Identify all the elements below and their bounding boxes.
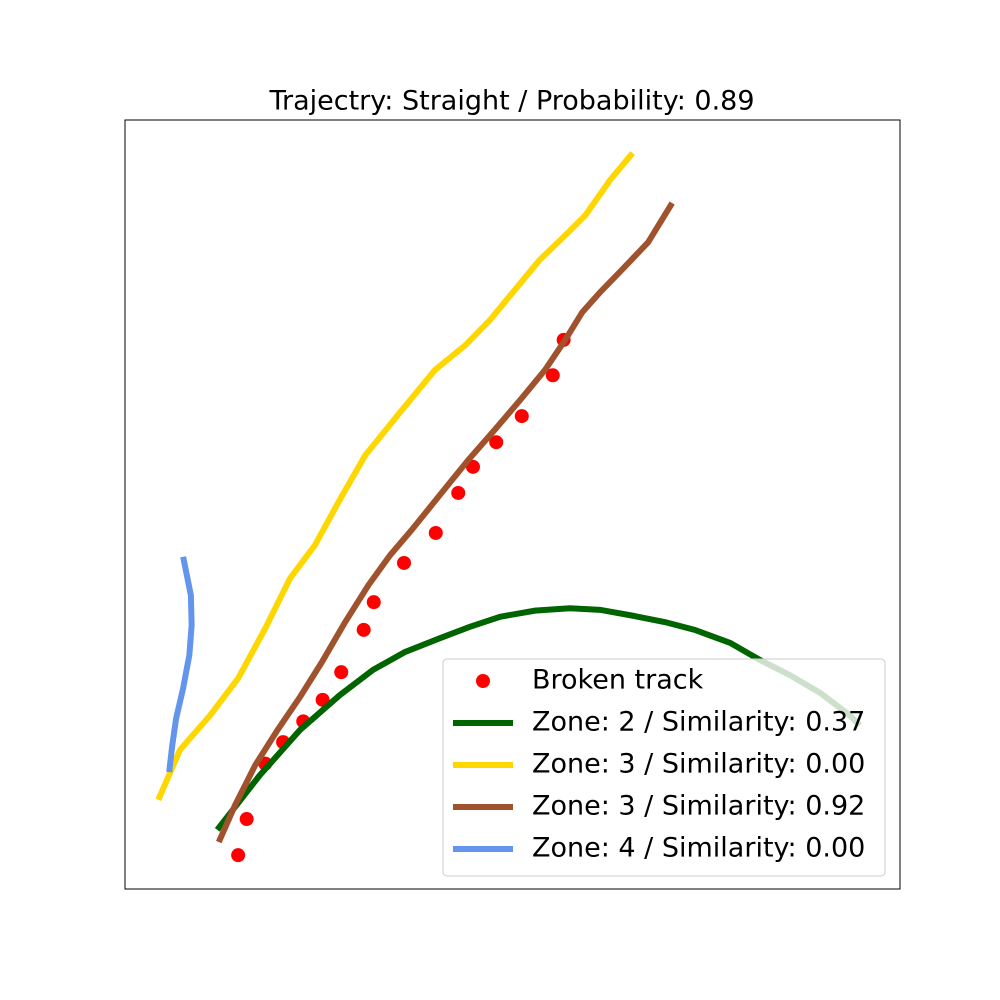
legend-label: Zone: 3 / Similarity: 0.00 [532, 749, 865, 780]
legend-label: Broken track [532, 665, 704, 696]
legend: Broken track Zone: 2 / Similarity: 0.37 Zo… [442, 658, 886, 877]
track-point [514, 409, 529, 424]
zone-line [155, 151, 635, 801]
zone-line [166, 556, 195, 773]
legend-box [442, 658, 886, 877]
legend-label: Zone: 4 / Similarity: 0.00 [532, 833, 865, 864]
track-point [231, 848, 246, 863]
legend-label: Zone: 2 / Similarity: 0.37 [532, 707, 865, 738]
legend-label: Zone: 3 / Similarity: 0.92 [532, 791, 865, 822]
zone-line [216, 201, 675, 844]
chart-title: Trajectry: Straight / Probability: 0.89 [268, 86, 754, 117]
track-point [356, 622, 371, 637]
track-point [239, 812, 254, 827]
track-point [451, 485, 466, 500]
track-point [334, 665, 349, 680]
track-point [489, 435, 504, 450]
track-point [397, 555, 411, 570]
legend-marker [476, 674, 490, 688]
track-point [545, 368, 560, 383]
plot-frame [124, 119, 901, 890]
track-point [366, 595, 381, 610]
track-point [428, 525, 443, 540]
track-point [465, 459, 480, 474]
